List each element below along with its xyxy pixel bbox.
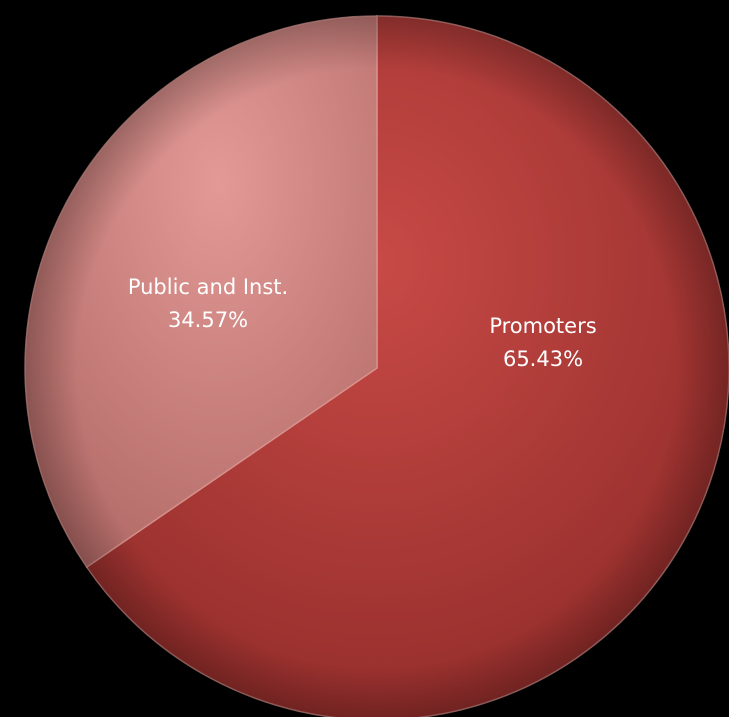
slice-label-name: Public and Inst.: [128, 275, 288, 299]
pie-labels: Promoters 65.43% Public and Inst. 34.57%: [128, 275, 597, 371]
slice-label-name: Promoters: [489, 314, 596, 338]
slice-label-value: 34.57%: [168, 308, 248, 332]
slice-label-value: 65.43%: [503, 347, 583, 371]
pie-slices: [24, 15, 729, 717]
